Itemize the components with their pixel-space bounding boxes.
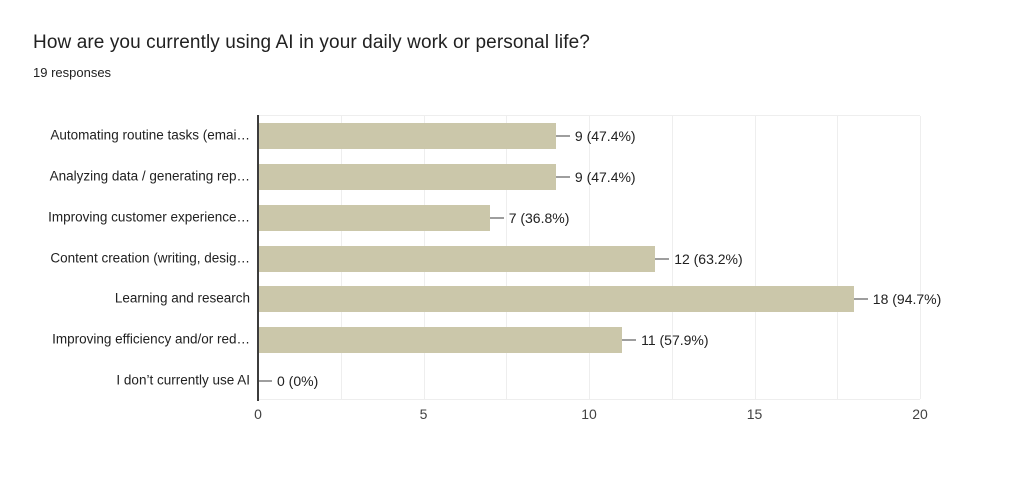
x-axis-labels: 0 5 10 15 20 [254, 406, 928, 428]
question-title: How are you currently using AI in your d… [33, 32, 590, 53]
value-label: 11 (57.9%) [641, 331, 709, 348]
category-labels: Automating routine tasks (emai… Analyzing… [0, 115, 250, 400]
gridline [837, 116, 839, 399]
bar [258, 286, 854, 313]
category-label: Improving customer experience… [48, 209, 250, 225]
value-label: 9 (47.4%) [574, 169, 636, 186]
category-label: Learning and research [114, 290, 250, 306]
connector-line [489, 216, 504, 219]
value-label: 0 (0%) [277, 372, 319, 389]
connector-line [555, 135, 570, 138]
bar [258, 123, 556, 150]
response-count: 19 responses [33, 65, 112, 80]
category-label: Content creation (writing, desig… [50, 250, 250, 265]
category-label: Automating routine tasks (emai… [50, 127, 250, 143]
connector-line [853, 298, 868, 301]
bar [258, 164, 556, 191]
category-label: Analyzing data / generating rep… [49, 168, 250, 184]
connector-line [555, 176, 570, 179]
x-tick-label: 0 [254, 406, 262, 422]
gridline [920, 116, 921, 399]
bar [258, 204, 490, 231]
value-label: 18 (94.7%) [872, 291, 942, 308]
connector-line [655, 257, 670, 260]
bar [258, 326, 623, 353]
plot-area: 9 (47.4%) 9 (47.4%) 7 (36.8%) 12 (63.2%) 18 … [258, 115, 941, 400]
value-label: 12 (63.2%) [674, 250, 743, 267]
category-label: I don’t currently use AI [116, 372, 250, 388]
gridline [671, 116, 673, 399]
bar [258, 245, 656, 272]
connector-line [258, 379, 272, 382]
y-axis-line [257, 115, 259, 401]
value-label: 7 (36.8%) [508, 209, 570, 226]
x-tick-label: 5 [419, 406, 428, 422]
gridline [754, 116, 756, 399]
x-tick-label: 10 [581, 406, 597, 422]
connector-line [622, 338, 637, 341]
x-tick-label: 20 [912, 406, 928, 422]
x-tick-label: 15 [746, 406, 763, 422]
value-label: 9 (47.4%) [574, 128, 636, 145]
category-label: Improving efficiency and/or red… [52, 331, 250, 347]
